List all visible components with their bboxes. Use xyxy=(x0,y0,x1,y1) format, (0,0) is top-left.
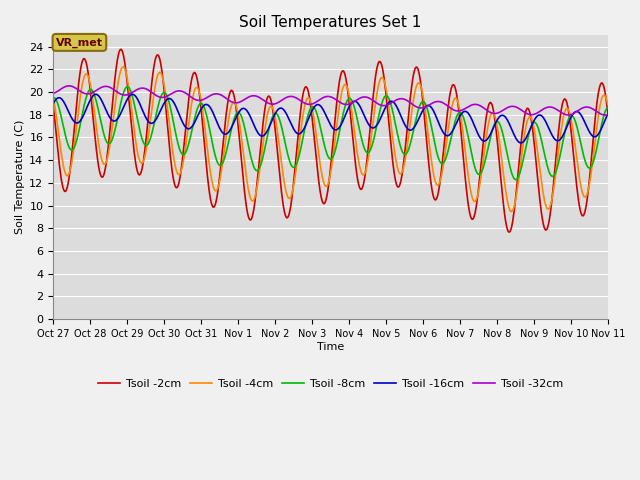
Tsoil -2cm xyxy=(173,184,181,190)
Tsoil -2cm xyxy=(116,47,124,52)
Tsoil -4cm xyxy=(120,64,127,70)
Tsoil -2cm xyxy=(415,69,422,75)
Tsoil -16cm xyxy=(173,107,181,113)
Line: Tsoil -2cm: Tsoil -2cm xyxy=(53,49,608,232)
Tsoil -32cm xyxy=(173,88,181,94)
Tsoil -32cm xyxy=(117,91,125,97)
Line: Tsoil -16cm: Tsoil -16cm xyxy=(53,95,608,143)
Tsoil -16cm xyxy=(92,92,99,97)
Line: Tsoil -8cm: Tsoil -8cm xyxy=(53,87,608,180)
Tsoil -4cm xyxy=(173,170,181,176)
Tsoil -8cm xyxy=(399,149,406,155)
Tsoil -32cm xyxy=(602,112,609,118)
Tsoil -32cm xyxy=(604,112,612,118)
Tsoil -8cm xyxy=(124,84,131,90)
Tsoil -32cm xyxy=(49,91,57,96)
Tsoil -4cm xyxy=(203,140,211,146)
Tsoil -2cm xyxy=(60,185,67,191)
Tsoil -16cm xyxy=(604,111,612,117)
Text: VR_met: VR_met xyxy=(56,37,103,48)
Tsoil -16cm xyxy=(49,101,57,107)
Tsoil -8cm xyxy=(116,102,124,108)
Y-axis label: Soil Temperature (C): Soil Temperature (C) xyxy=(15,120,25,234)
Title: Soil Temperatures Set 1: Soil Temperatures Set 1 xyxy=(239,15,422,30)
Tsoil -32cm xyxy=(399,96,406,102)
Tsoil -4cm xyxy=(415,80,422,86)
Tsoil -8cm xyxy=(604,105,612,110)
Tsoil -4cm xyxy=(49,94,57,99)
Tsoil -32cm xyxy=(415,105,422,110)
X-axis label: Time: Time xyxy=(317,342,344,351)
Tsoil -8cm xyxy=(203,113,211,119)
Legend: Tsoil -2cm, Tsoil -4cm, Tsoil -8cm, Tsoil -16cm, Tsoil -32cm: Tsoil -2cm, Tsoil -4cm, Tsoil -8cm, Tsoi… xyxy=(93,374,567,393)
Tsoil -2cm xyxy=(49,101,57,107)
Tsoil -8cm xyxy=(512,177,520,182)
Line: Tsoil -32cm: Tsoil -32cm xyxy=(53,86,608,115)
Tsoil -16cm xyxy=(60,98,67,104)
Tsoil -16cm xyxy=(203,102,211,108)
Tsoil -2cm xyxy=(399,168,406,174)
Tsoil -4cm xyxy=(116,69,124,75)
Tsoil -4cm xyxy=(604,102,612,108)
Tsoil -16cm xyxy=(399,117,406,123)
Tsoil -2cm xyxy=(117,47,125,52)
Tsoil -32cm xyxy=(203,95,211,101)
Tsoil -8cm xyxy=(415,106,422,111)
Tsoil -4cm xyxy=(60,162,67,168)
Tsoil -16cm xyxy=(415,116,422,121)
Tsoil -2cm xyxy=(604,110,612,116)
Tsoil -16cm xyxy=(516,140,524,146)
Tsoil -8cm xyxy=(49,95,57,101)
Tsoil -8cm xyxy=(60,123,67,129)
Tsoil -4cm xyxy=(399,168,406,174)
Tsoil -4cm xyxy=(508,209,515,215)
Tsoil -8cm xyxy=(173,138,181,144)
Tsoil -16cm xyxy=(117,110,125,116)
Tsoil -32cm xyxy=(65,83,73,89)
Tsoil -2cm xyxy=(505,229,513,235)
Line: Tsoil -4cm: Tsoil -4cm xyxy=(53,67,608,212)
Tsoil -32cm xyxy=(60,85,67,91)
Tsoil -2cm xyxy=(203,166,211,171)
